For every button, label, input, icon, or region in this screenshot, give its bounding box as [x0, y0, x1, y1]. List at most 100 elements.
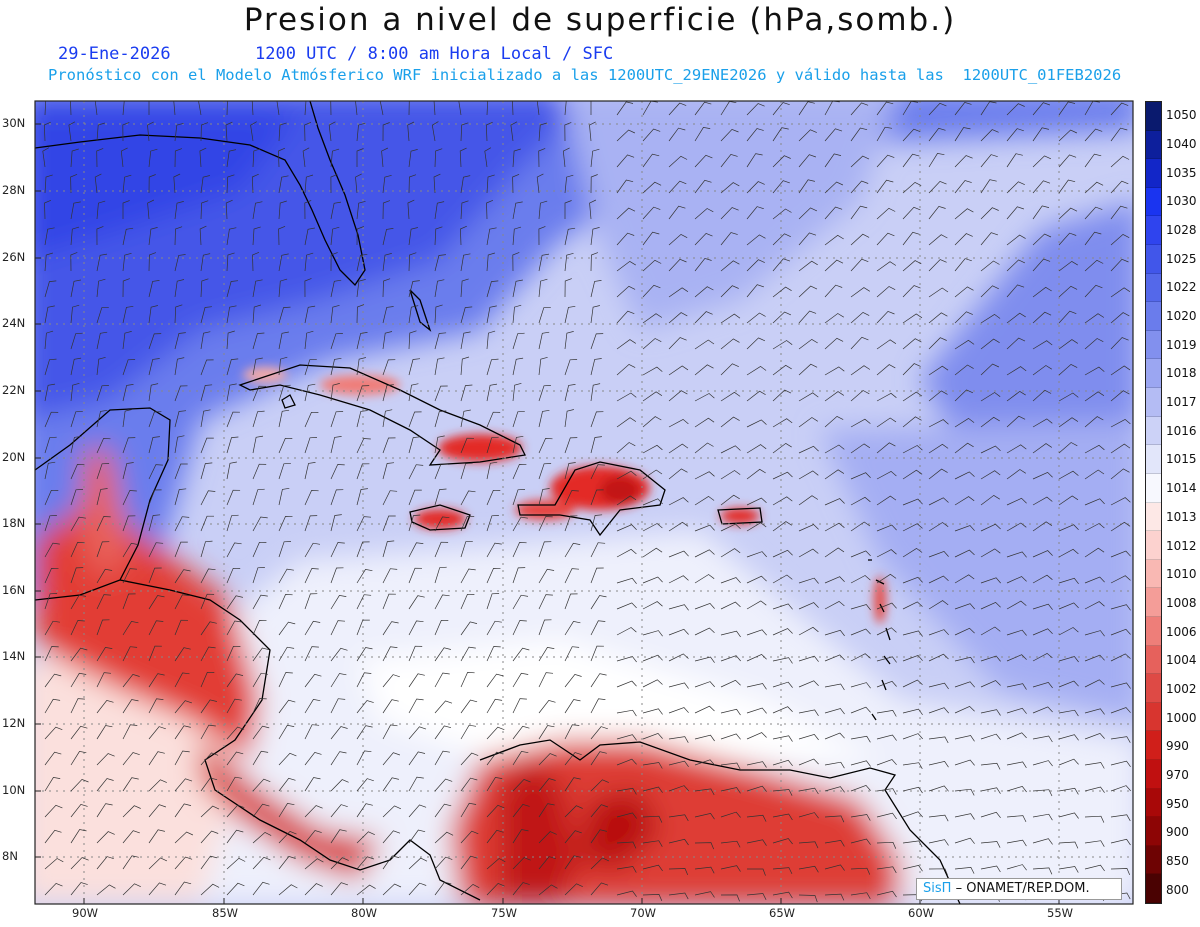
wind-barb	[850, 102, 869, 116]
wind-barb	[954, 549, 975, 558]
wind-barb	[408, 411, 422, 428]
wind-barb	[694, 232, 713, 246]
wind-barb	[980, 841, 1001, 848]
wind-barb	[902, 313, 923, 324]
wind-barb	[200, 621, 217, 636]
wind-barb	[850, 390, 870, 402]
wind-barb	[330, 857, 349, 870]
wind-barb	[772, 389, 792, 402]
wind-barb	[96, 856, 114, 870]
wind-barb	[694, 602, 715, 610]
wind-barb	[278, 803, 295, 818]
wind-barb	[1032, 205, 1050, 220]
wind-barb	[330, 595, 347, 610]
wind-barb	[355, 173, 362, 194]
wind-barb	[512, 698, 527, 714]
wind-barb	[122, 278, 130, 298]
wind-barb	[642, 630, 663, 637]
wind-barb	[798, 787, 819, 795]
wind-barb	[408, 464, 424, 480]
longitude-label: 65W	[769, 906, 796, 920]
wind-barb	[434, 332, 447, 350]
wind-barb	[798, 154, 817, 168]
wind-barb	[850, 521, 871, 532]
wind-barb	[564, 252, 574, 272]
wind-barb	[122, 122, 130, 142]
wind-barb	[824, 893, 845, 901]
wind-barb	[850, 784, 871, 792]
wind-barb	[1084, 313, 1105, 324]
wind-barb	[720, 416, 740, 428]
wind-barb	[148, 726, 166, 740]
wind-barb	[564, 227, 576, 246]
wind-barb	[824, 313, 844, 324]
wind-barb	[278, 621, 296, 636]
wind-barb	[798, 179, 815, 194]
wind-barb	[746, 497, 767, 506]
wind-barb	[538, 884, 558, 896]
wind-barb	[434, 778, 453, 792]
wind-barb	[668, 521, 689, 532]
wind-barb	[1084, 654, 1105, 662]
wind-barb	[902, 654, 923, 662]
wind-barb	[200, 359, 214, 376]
wind-barb	[96, 226, 104, 246]
wind-barb	[850, 336, 869, 350]
wind-barb	[694, 127, 711, 142]
wind-barb	[512, 410, 525, 428]
wind-barb	[954, 233, 973, 246]
colorbar-label: 970	[1166, 767, 1189, 782]
wind-barb	[694, 891, 715, 898]
wind-barb	[798, 524, 819, 532]
wind-barb	[1006, 128, 1024, 142]
wind-barb	[382, 253, 392, 272]
wind-barb	[512, 857, 531, 870]
wind-barb	[200, 175, 210, 194]
wind-barb	[512, 594, 529, 610]
wind-barb	[1006, 497, 1027, 506]
wind-barb	[642, 547, 663, 558]
wind-barb	[694, 471, 715, 480]
wind-barb	[226, 726, 245, 740]
wind-barb	[382, 174, 392, 194]
wind-barb	[330, 620, 346, 636]
wind-barb	[1110, 868, 1131, 876]
wind-barb	[642, 416, 662, 428]
wind-barb	[173, 173, 181, 194]
wind-barb	[720, 260, 740, 272]
wind-barb	[122, 646, 138, 662]
wind-barb	[746, 629, 767, 636]
wind-barb	[460, 437, 475, 454]
forecast-time: 1200 UTC / 8:00 am Hora Local / SFC	[255, 44, 614, 64]
wind-barb	[512, 516, 528, 532]
wind-barb	[746, 761, 767, 768]
wind-barb	[1084, 128, 1103, 142]
wind-barb	[225, 121, 233, 142]
wind-barb	[174, 569, 191, 584]
wind-barb	[148, 358, 160, 376]
wind-barb	[564, 724, 580, 740]
wind-barb	[356, 831, 375, 844]
wind-barb	[616, 285, 636, 298]
wind-barb	[252, 620, 267, 636]
wind-barb	[122, 437, 136, 454]
wind-barb	[694, 759, 715, 766]
wind-barb	[980, 416, 1000, 428]
wind-barb	[1084, 444, 1105, 454]
wind-barb	[928, 205, 946, 220]
wind-barb	[954, 180, 972, 194]
wind-barb	[538, 122, 548, 142]
wind-barb	[824, 864, 845, 871]
wind-barb	[460, 672, 475, 688]
wind-barb	[694, 442, 714, 454]
wind-barb	[96, 148, 104, 168]
wind-barb	[954, 681, 975, 688]
wind-barb	[512, 101, 514, 116]
wind-barb	[512, 148, 521, 168]
wind-barb	[562, 147, 570, 168]
wind-barb	[668, 814, 689, 822]
wind-barb	[772, 549, 793, 558]
wind-barb	[433, 173, 441, 194]
wind-barb	[824, 547, 845, 558]
wind-barb	[434, 803, 452, 818]
